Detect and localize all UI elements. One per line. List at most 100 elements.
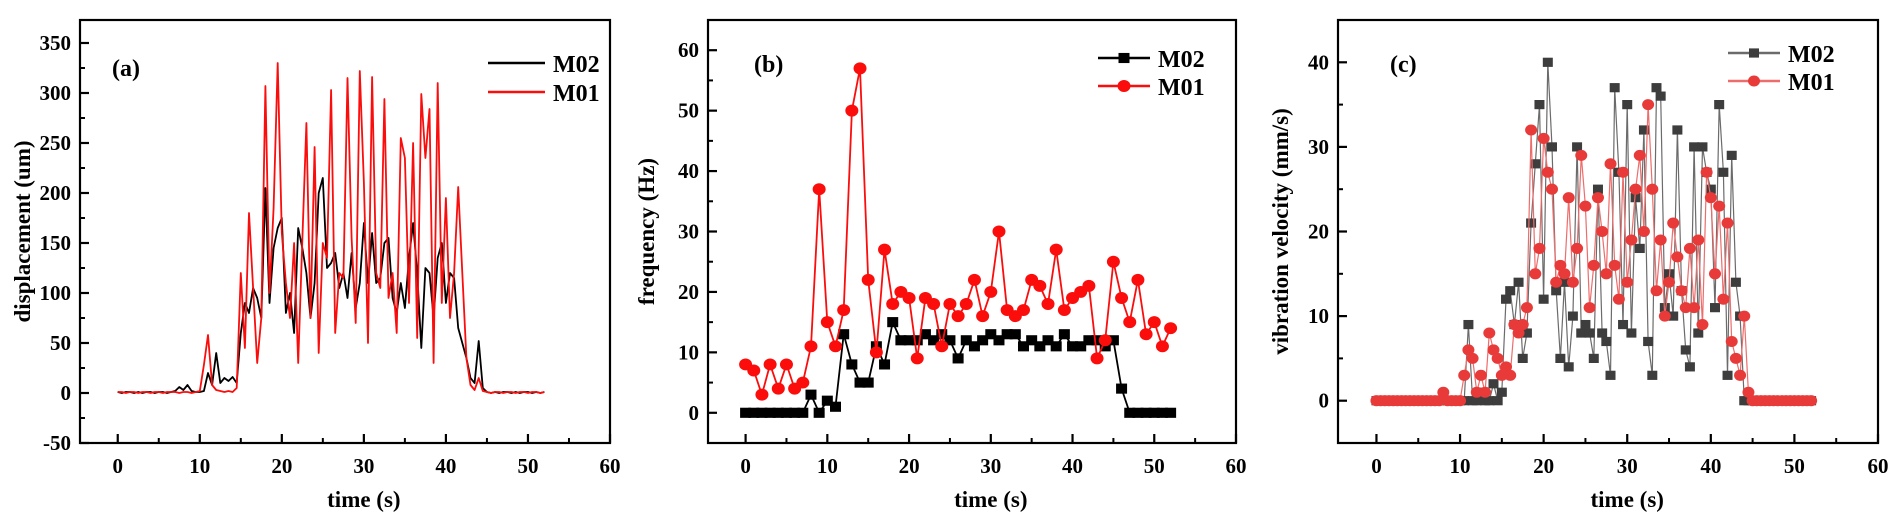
y-tick-label: 20: [678, 280, 699, 304]
series-M02-marker: [985, 329, 997, 340]
series-M01-marker: [812, 183, 826, 196]
series-M01-marker: [1545, 183, 1558, 195]
series-M01-marker: [1057, 304, 1071, 317]
series-M02-marker: [879, 359, 891, 370]
series-M01-marker: [1608, 259, 1621, 271]
series-M02-marker: [944, 335, 956, 346]
series-M01-marker: [1612, 293, 1625, 305]
x-tick-label: 30: [1617, 454, 1638, 478]
series-M01-marker: [1082, 279, 1096, 292]
series-M02-marker: [1630, 193, 1641, 203]
series-M01-marker: [992, 225, 1006, 238]
series-M01-marker: [976, 310, 990, 323]
series-M01-marker: [1571, 242, 1584, 254]
series-M02-marker: [1680, 345, 1691, 355]
y-axis-title: frequency (Hz): [634, 158, 659, 305]
plot-frame: [706, 18, 1238, 445]
series-M01-marker: [1139, 328, 1153, 341]
x-tick-label: 20: [899, 454, 920, 478]
series-M02-marker: [1118, 52, 1130, 64]
series-M01-marker: [1115, 291, 1129, 304]
series-M02-marker: [1684, 362, 1695, 372]
series-M01-marker: [779, 358, 793, 371]
series-M01-marker: [1558, 268, 1571, 280]
series-M02-marker: [968, 341, 980, 352]
series-M02-marker: [1058, 329, 1070, 340]
y-tick-label: 300: [40, 81, 72, 105]
legend-item-M01: M01: [1728, 70, 1835, 96]
chart-a: 0 10 20 30 40 50 60 -50 0 50 100 150 200 250 300 350 tim…: [10, 18, 620, 512]
series-M01-marker: [820, 316, 834, 329]
series-M01-marker: [1512, 327, 1525, 339]
series-M02-marker: [1542, 57, 1553, 67]
legend-label: M02: [1788, 42, 1835, 68]
series-M02-marker: [1471, 396, 1482, 406]
series-M02-marker: [764, 407, 776, 418]
series-M02-marker: [1001, 329, 1013, 340]
series-M01-marker: [1098, 334, 1112, 347]
series-M01-marker: [1591, 192, 1604, 204]
series-M02-marker: [805, 389, 817, 400]
legend-item-M02: M02: [488, 52, 600, 78]
panel-b: 0 10 20 30 40 50 60 0 10 20 30 40 50 60 time (s) freque…: [620, 0, 1262, 517]
x-tick-label: 40: [1700, 454, 1721, 478]
y-tick-label: 0: [61, 381, 72, 405]
series-M02-marker: [830, 401, 842, 412]
series-M01-marker: [1529, 268, 1542, 280]
series-M01-marker: [1117, 80, 1131, 92]
series-M02-marker: [1140, 407, 1152, 418]
series-M01-marker: [1654, 234, 1667, 246]
series-M02-marker: [1697, 142, 1708, 152]
series-M02-marker: [1634, 243, 1645, 254]
series-M01-marker: [1533, 242, 1546, 254]
y-tick-label: 150: [40, 231, 72, 255]
y-tick-label: 0: [1319, 389, 1330, 413]
chart-b: 0 10 20 30 40 50 60 0 10 20 30 40 50 60 time (s) freque…: [634, 18, 1247, 512]
series-M01-marker: [1433, 395, 1446, 407]
x-axis-title: time (s): [327, 487, 400, 512]
series-M01-marker: [1470, 386, 1483, 398]
series-M01-marker: [1729, 352, 1742, 364]
series-M01-marker: [1466, 352, 1479, 364]
series-M02-marker: [854, 377, 866, 388]
series-M01-marker: [1650, 285, 1663, 297]
series-M02-marker: [1132, 407, 1144, 418]
y-axis-title: vibration velocity (mm/s): [1268, 108, 1293, 355]
series-M02-marker: [1584, 328, 1595, 338]
series-M02-marker: [1083, 335, 1095, 346]
series-M02-marker: [1563, 362, 1574, 372]
series-M01-marker: [869, 346, 883, 359]
series-M01-marker: [1049, 243, 1063, 256]
series-M01-marker: [886, 298, 900, 310]
series-M01-marker: [1663, 276, 1676, 288]
series-M02-marker: [1718, 167, 1729, 177]
series-M02-marker: [1551, 286, 1562, 296]
series-M01-marker: [1738, 310, 1751, 322]
series-M01-marker: [1508, 319, 1521, 331]
series-M02-marker: [1017, 341, 1029, 352]
series-M01-marker: [1483, 327, 1496, 339]
series-M01-marker: [1437, 386, 1450, 398]
series-M01-marker: [951, 310, 965, 323]
panel-c: 0 10 20 30 40 50 60 0 10 20 30 40 time (s) vibration …: [1262, 0, 1892, 517]
series-M02-marker: [1165, 407, 1177, 418]
series-M01-marker: [943, 298, 957, 310]
series-M02-marker: [895, 335, 907, 346]
series-M01-marker: [1692, 234, 1705, 246]
series-M02-marker: [1588, 353, 1599, 363]
series-M02-marker: [1555, 353, 1566, 363]
series-M01-marker: [1671, 251, 1684, 263]
series-M02-marker: [1496, 387, 1507, 397]
series-M02-marker: [936, 329, 948, 340]
series-M01: [1370, 99, 1818, 407]
series-M01-marker: [1550, 276, 1563, 288]
series-M02-marker: [821, 395, 833, 406]
y-tick-label: 10: [1308, 304, 1329, 328]
series-M02-marker: [1672, 125, 1683, 135]
series-M02-marker: [789, 407, 801, 418]
series-M01-marker: [1575, 149, 1588, 161]
y-tick-label: 40: [1308, 50, 1329, 74]
series-M02-marker: [1576, 328, 1587, 338]
series-M01-marker: [1462, 344, 1475, 356]
